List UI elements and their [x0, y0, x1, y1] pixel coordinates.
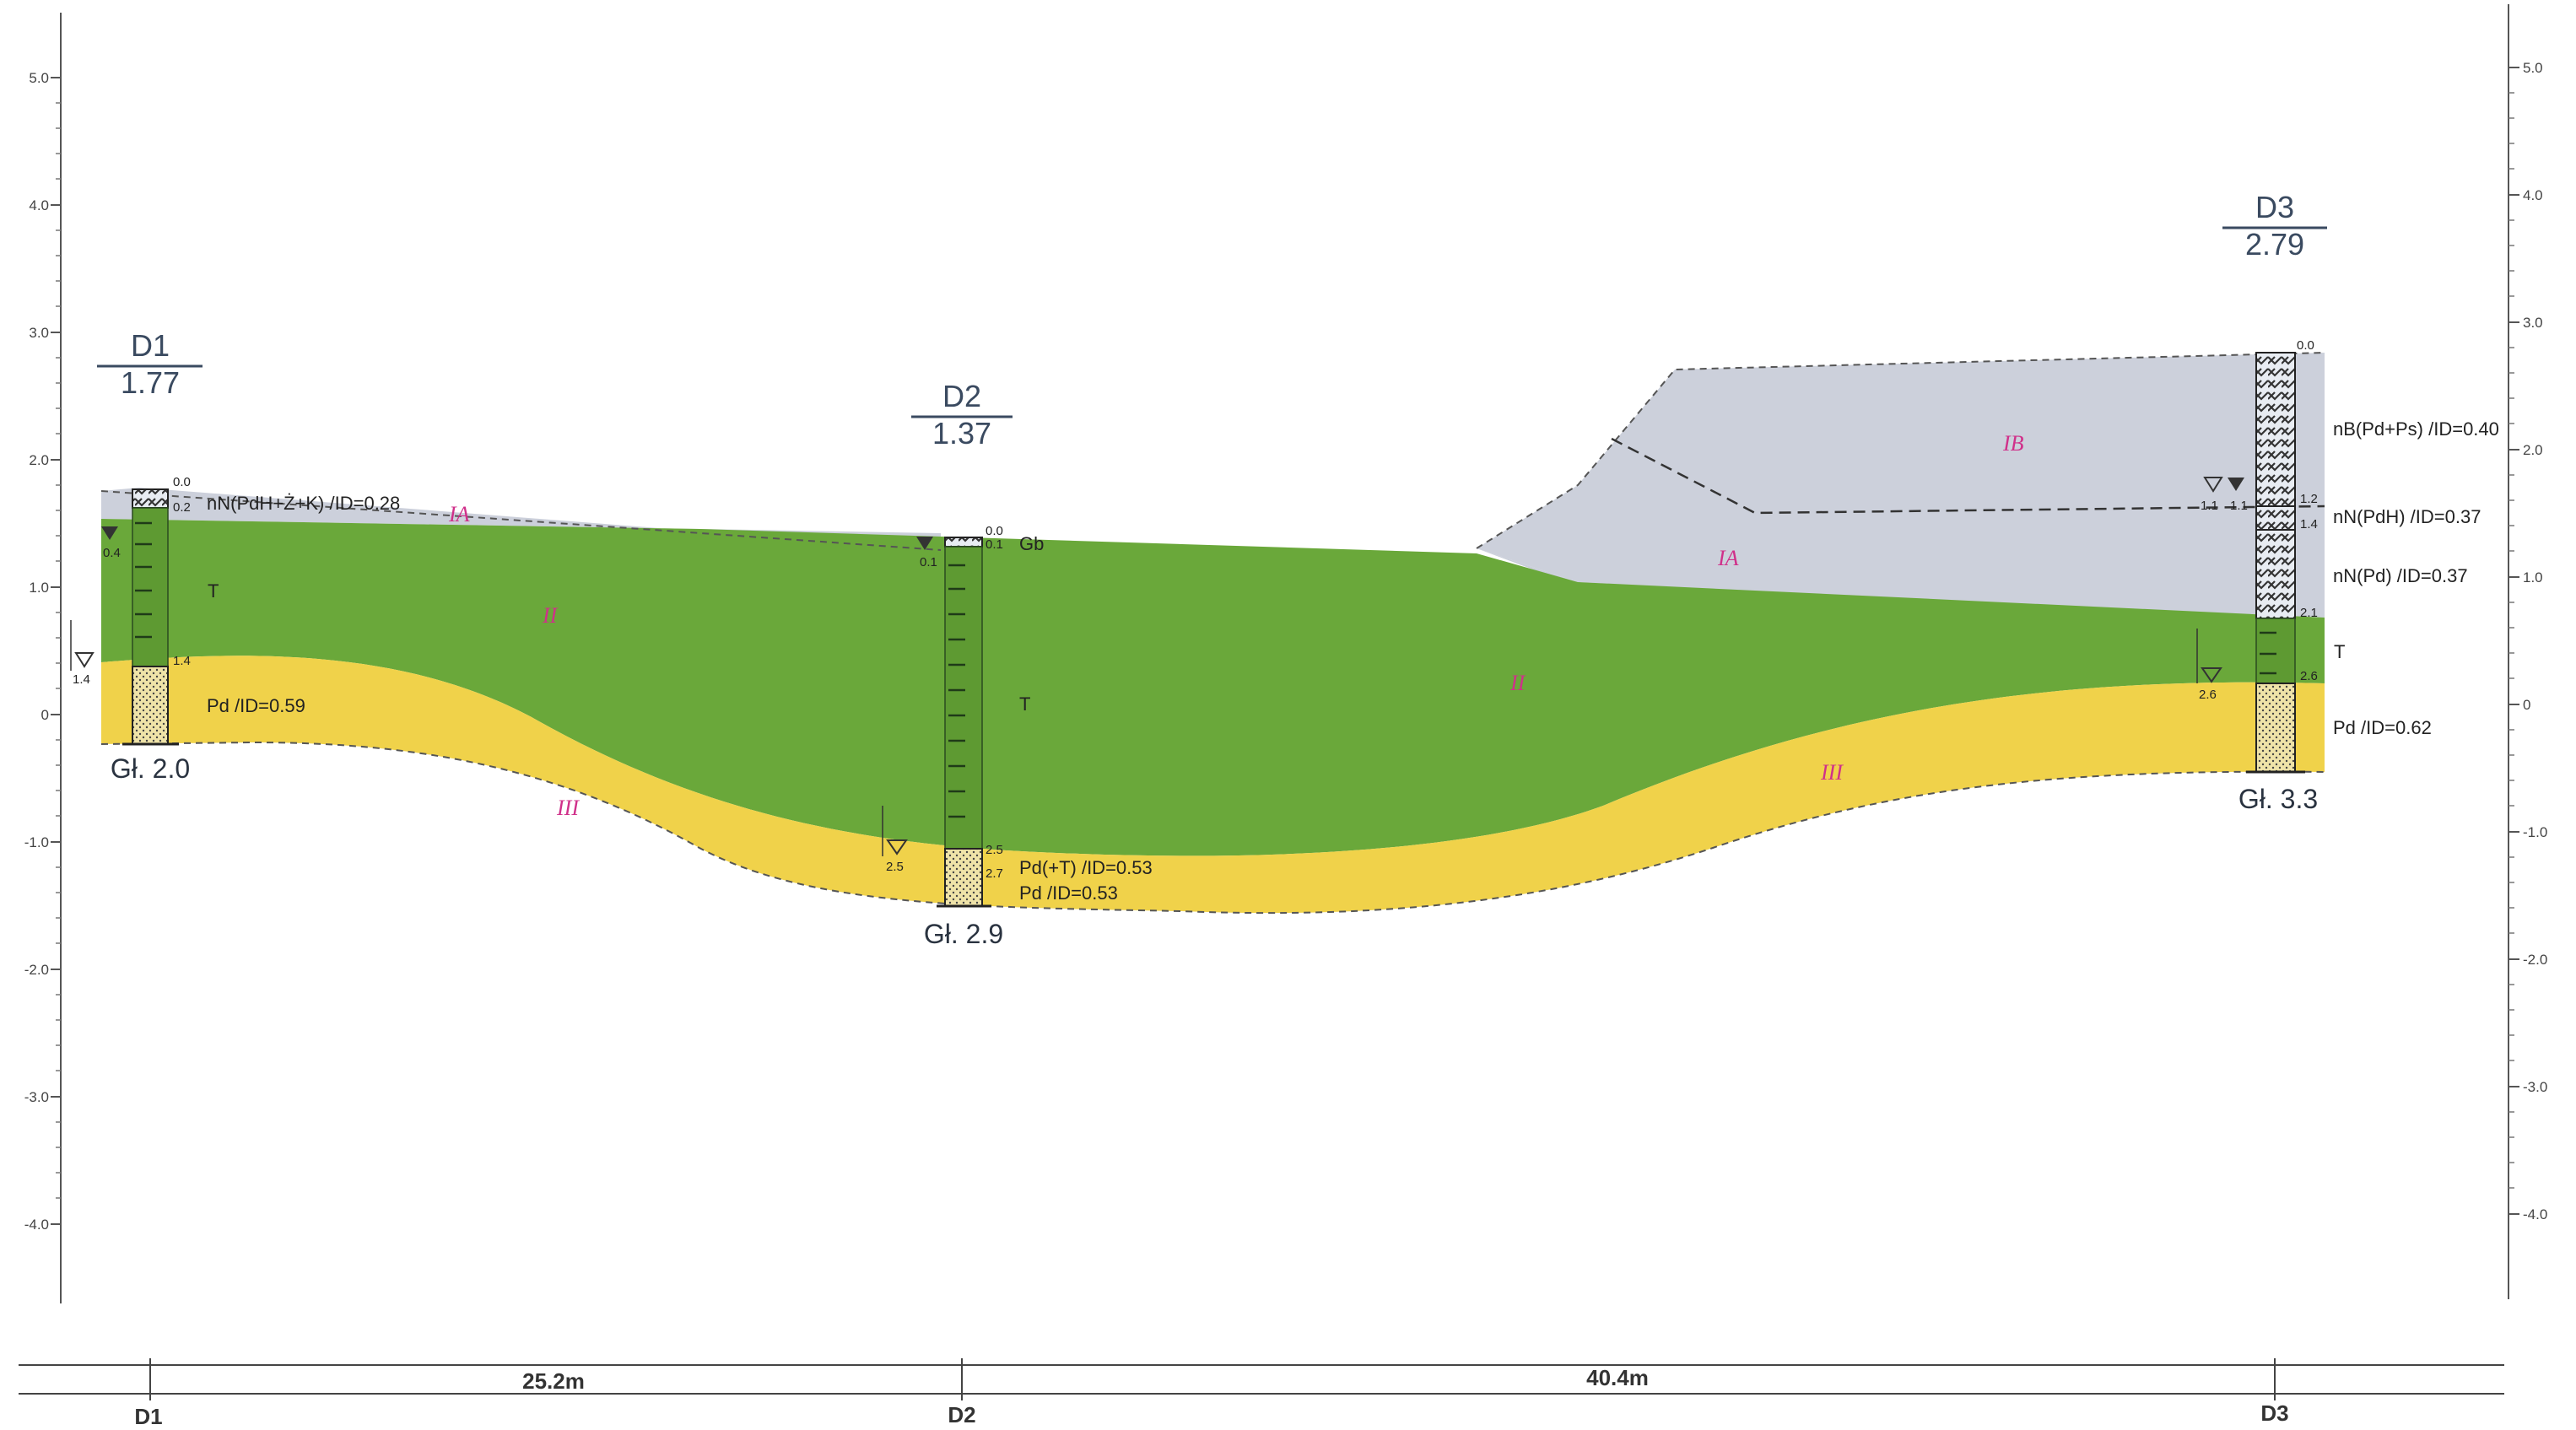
- d2-mark: 0.0: [986, 524, 1003, 538]
- left-tick-label: 5.0: [29, 70, 49, 86]
- d1-peat-label: T: [208, 580, 219, 602]
- sand-layer: [101, 656, 2325, 914]
- d3-fill3-label: nN(Pd) /ID=0.37: [2333, 565, 2468, 586]
- d2-mark: 0.1: [920, 555, 937, 569]
- d3-mark: 2.6: [2300, 669, 2318, 683]
- bottom-label-d3: D3: [2260, 1400, 2288, 1426]
- zone-label: II: [1509, 671, 1526, 695]
- bottom-label-d1: D1: [134, 1404, 162, 1429]
- left-tick-label: 2.0: [29, 452, 49, 468]
- borehole-d2: D2 1.37 0.0 0.1 0.1 2.5 2.5 2.7 Gł. 2.9: [882, 379, 1013, 949]
- d3-mark: 1.2: [2300, 492, 2318, 506]
- left-tick-label: 3.0: [29, 325, 49, 341]
- zone-label: III: [556, 796, 580, 820]
- d2-sand1-label: Pd(+T) /ID=0.53: [1019, 857, 1153, 878]
- distance-d2-d3: 40.4m: [1586, 1365, 1649, 1390]
- zone-label: IA: [1717, 546, 1739, 570]
- d3-peat-label: T: [2334, 641, 2345, 662]
- right-tick-label: 1.0: [2523, 569, 2543, 585]
- d3-sand-label: Pd /ID=0.62: [2333, 717, 2432, 738]
- right-tick-label: 5.0: [2523, 60, 2543, 76]
- left-tick-label: -1.0: [24, 834, 49, 850]
- left-axis: 5.0 4.0 3.0 2.0 1.0 0 -1.0 -2.0 -3.0 -4.…: [24, 13, 62, 1303]
- right-tick-label: -1.0: [2523, 824, 2547, 840]
- d3-mark: 0.0: [2297, 338, 2314, 353]
- d3-mark: 2.1: [2300, 606, 2318, 620]
- d1-fill-label: nN(PdH+Ż+K) /ID=0.28: [207, 493, 400, 514]
- borehole-d2-elevation: 1.37: [932, 416, 991, 451]
- peat-layer: [101, 519, 2325, 856]
- d2-top-label: Gb: [1019, 533, 1044, 554]
- zone-label: III: [1820, 760, 1844, 785]
- right-tick-label: 4.0: [2523, 187, 2543, 203]
- right-tick-label: 2.0: [2523, 442, 2543, 458]
- d3-fill1-label: nB(Pd+Ps) /ID=0.40: [2333, 418, 2499, 440]
- borehole-d3-depth: Gł. 3.3: [2238, 784, 2318, 814]
- right-tick-label: 0: [2523, 697, 2530, 713]
- d2-peat-label: T: [1019, 693, 1030, 715]
- d1-mark: 0.0: [173, 475, 191, 489]
- fill-layer-right: [1477, 353, 2325, 618]
- borehole-d1: D1 1.77 0.0 0.2 0.4 1.4 1.4 Gł. 2.0: [70, 328, 203, 784]
- left-tick-label: 0: [41, 707, 49, 723]
- d3-mark: 2.6: [2199, 688, 2217, 702]
- fill-layer-left: [101, 488, 941, 550]
- d3-mark: 1.4: [2300, 517, 2318, 532]
- d2-mark: 2.5: [986, 843, 1003, 857]
- right-tick-label: -4.0: [2523, 1206, 2547, 1222]
- left-tick-label: 1.0: [29, 580, 49, 596]
- d2-mark: 0.1: [986, 537, 1003, 552]
- d3-mark: 1.1: [2230, 499, 2248, 513]
- d1-mark: 1.4: [73, 672, 90, 687]
- right-axis: 5.0 4.0 3.0 2.0 1.0 0 -1.0 -2.0 -3.0 -4.…: [2508, 4, 2547, 1299]
- zone-label: II: [542, 603, 559, 628]
- d3-fill2-label: nN(PdH) /ID=0.37: [2333, 506, 2481, 527]
- borehole-d2-id: D2: [942, 379, 981, 413]
- zone-label: IA: [448, 502, 470, 526]
- borehole-d2-depth: Gł. 2.9: [924, 919, 1003, 949]
- left-tick-label: 4.0: [29, 197, 49, 213]
- borehole-d1-depth: Gł. 2.0: [111, 753, 190, 784]
- d3-mark: 1.1: [2201, 499, 2218, 513]
- borehole-d3-elevation: 2.79: [2245, 227, 2304, 262]
- right-tick-label: -3.0: [2523, 1079, 2547, 1095]
- distance-bar: 25.2m 40.4m D1 D2 D3: [19, 1358, 2504, 1429]
- borehole-d1-elevation: 1.77: [121, 365, 180, 400]
- borehole-d1-id: D1: [131, 328, 170, 363]
- d2-mark: 2.7: [986, 866, 1003, 881]
- left-tick-label: -4.0: [24, 1217, 49, 1233]
- right-tick-label: -2.0: [2523, 952, 2547, 968]
- left-tick-label: -2.0: [24, 962, 49, 978]
- d1-mark: 0.4: [103, 546, 121, 560]
- right-tick-label: 3.0: [2523, 315, 2543, 331]
- zone-label: IB: [2002, 431, 2024, 456]
- borehole-d3-id: D3: [2255, 190, 2294, 224]
- borehole-d3: D3 2.79 0.0 1.2 1.4 2.1 2.6 2.6 1.1 1.1 …: [2196, 190, 2327, 814]
- d1-sand-label: Pd /ID=0.59: [207, 695, 305, 716]
- d2-mark: 2.5: [886, 860, 904, 874]
- d2-sand2-label: Pd /ID=0.53: [1019, 882, 1118, 904]
- left-tick-label: -3.0: [24, 1089, 49, 1105]
- bottom-label-d2: D2: [948, 1402, 975, 1427]
- d1-mark: 0.2: [173, 500, 191, 515]
- distance-d1-d2: 25.2m: [522, 1368, 585, 1394]
- d1-mark: 1.4: [173, 654, 191, 668]
